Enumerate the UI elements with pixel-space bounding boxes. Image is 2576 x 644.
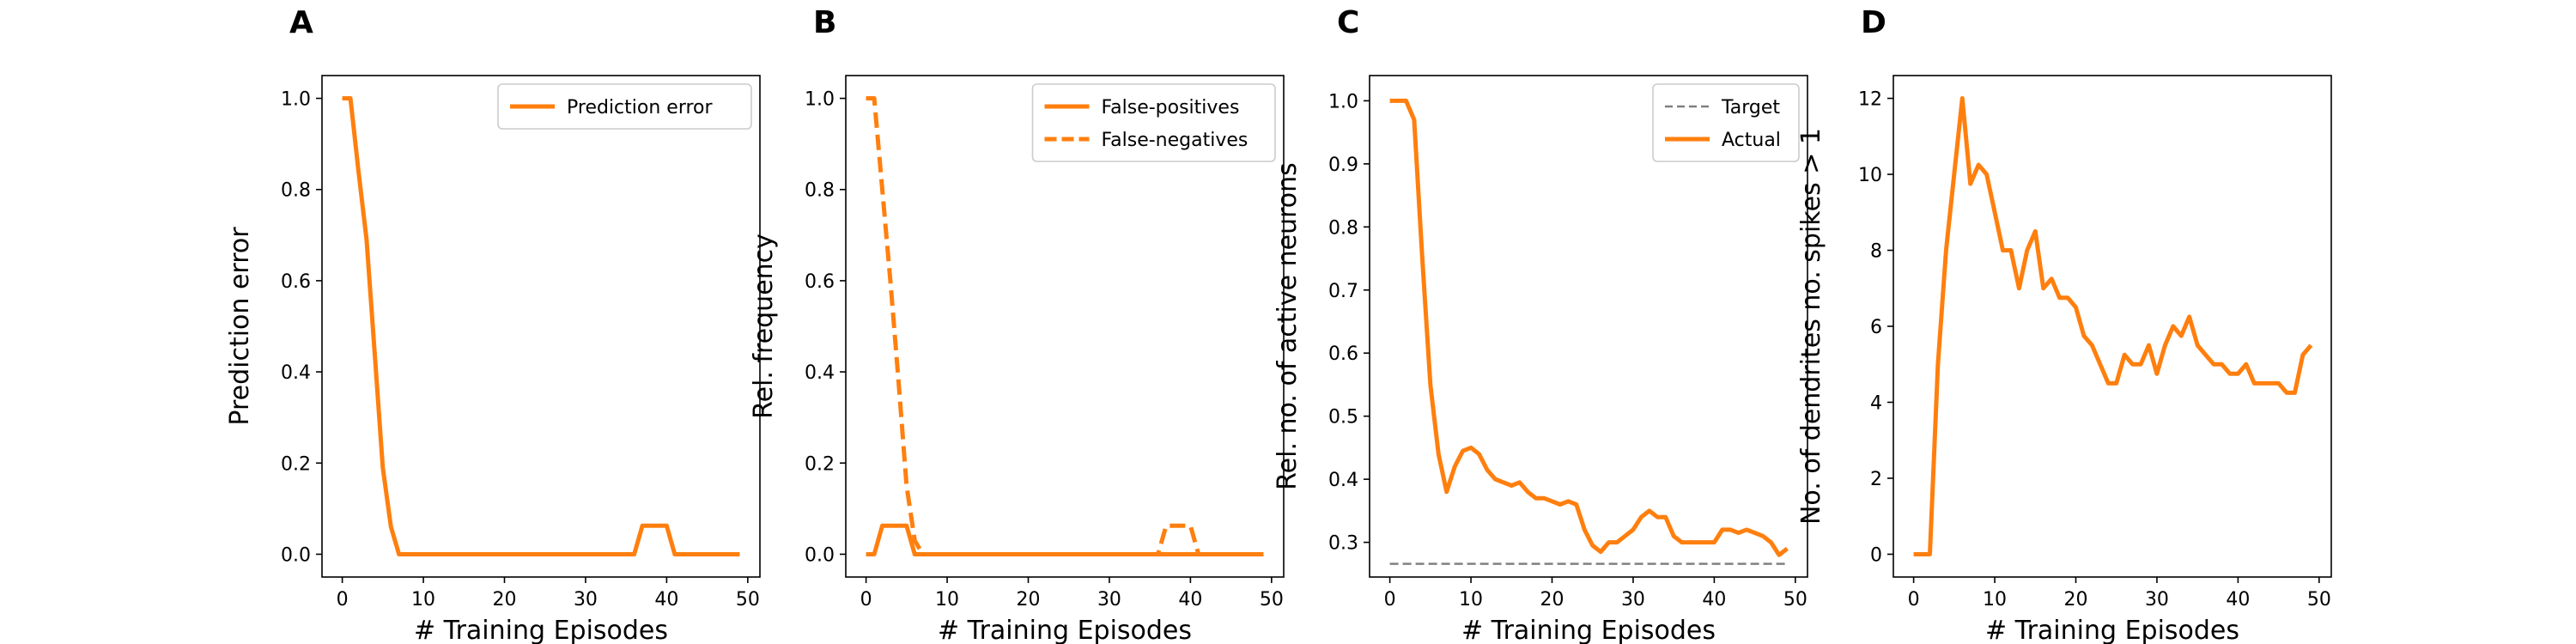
panel-c-ytick-label: 0.4 [1328, 470, 1358, 491]
panel-a-ytick-label: 0.2 [281, 453, 311, 475]
panel-b-xlabel: # Training Episodes [938, 616, 1192, 644]
panel-c-letter: C [1337, 5, 1359, 40]
panel-b-legend-label: False-positives [1102, 97, 1240, 118]
panel-c-ytick-label: 0.6 [1328, 343, 1358, 365]
panel-c-ytick-label: 0.9 [1328, 155, 1358, 176]
panel-c-xtick-label: 40 [1702, 589, 1726, 611]
panel-b-letter: B [813, 5, 836, 40]
panel-a-ytick-label: 0.0 [281, 544, 311, 566]
panel-b-ytick-label: 0.4 [805, 362, 835, 384]
panel-a-legend-box [497, 83, 752, 130]
panel-c-axes-frame [1369, 75, 1808, 578]
panel-b-ytick-label: 0.8 [805, 180, 835, 202]
panel-d-axes-frame [1893, 75, 2332, 578]
panel-c-xtick-label: 30 [1621, 589, 1645, 611]
panel-c-xtick-label: 10 [1459, 589, 1483, 611]
panel-c-legend-label: Actual [1722, 130, 1781, 151]
panel-c-xtick-label: 0 [1384, 589, 1396, 611]
panel-d-xtick-label: 50 [2307, 589, 2331, 611]
panel-c-ytick-label: 0.5 [1328, 407, 1358, 428]
panel-a-axes-frame [321, 75, 761, 578]
panel-d-xlabel: # Training Episodes [1985, 616, 2239, 644]
panel-b-ytick-label: 0.2 [805, 453, 835, 475]
panel-c-xtick-label: 20 [1540, 589, 1564, 611]
panel-a-xtick-label: 40 [654, 589, 678, 611]
panel-b-axes-frame [845, 75, 1285, 578]
panel-a-xtick-label: 50 [736, 589, 760, 611]
panel-b-xtick-label: 0 [860, 589, 872, 611]
panel-a-series-prediction-error-line [342, 96, 740, 556]
panel-a-ytick-label: 0.8 [281, 180, 311, 202]
panel-d-xtick-label: 30 [2145, 589, 2169, 611]
panel-b-xtick-label: 10 [935, 589, 959, 611]
panel-c-ytick-label: 0.3 [1328, 533, 1358, 555]
panel-c-ytick-label: 0.7 [1328, 281, 1358, 302]
panel-b-legend-label: False-negatives [1102, 130, 1249, 151]
panel-d-ytick-label: 6 [1870, 317, 1882, 338]
panel-a-xtick-label: 30 [574, 589, 598, 611]
panel-c-series-actual-line [1389, 98, 1789, 557]
panel-d-xtick-label: 20 [2064, 589, 2088, 611]
panel-d-letter: D [1861, 5, 1886, 40]
panel-a-letter: A [289, 5, 313, 40]
panel-d-xtick-label: 10 [1983, 589, 2007, 611]
panel-b-xtick-label: 40 [1178, 589, 1202, 611]
panel-d-xtick-label: 0 [1908, 589, 1920, 611]
panel-b-series-false-negatives-line [866, 96, 1264, 556]
panel-d-ytick-label: 10 [1858, 165, 1882, 186]
panel-d-ytick-label: 0 [1870, 544, 1882, 566]
panel-b-xtick-label: 50 [1260, 589, 1284, 611]
panel-d-ylabel: No. of dendrites no. spikes > 1 [1796, 128, 1826, 525]
panel-b-ytick-label: 0.0 [805, 544, 835, 566]
panel-a-legend-label: Prediction error [567, 97, 713, 118]
panel-d-ytick-label: 8 [1870, 241, 1882, 263]
panel-c-ytick-label: 1.0 [1328, 91, 1358, 112]
panel-b-ytick-label: 1.0 [805, 89, 835, 111]
panel-c-xlabel: # Training Episodes [1461, 616, 1716, 644]
panel-c-ylabel: Rel. no. of active neurons [1273, 162, 1303, 490]
panel-b-legend-box [1031, 83, 1276, 162]
panel-a-ytick-label: 0.6 [281, 271, 311, 293]
panel-a-ytick-label: 1.0 [281, 89, 311, 111]
panel-b-ytick-label: 0.6 [805, 271, 835, 293]
panel-d-xtick-label: 40 [2226, 589, 2250, 611]
panel-d-ytick-label: 12 [1858, 89, 1882, 111]
panel-a-xlabel: # Training Episodes [414, 616, 668, 644]
panel-a-xtick-label: 10 [411, 589, 435, 611]
panel-b-ylabel: Rel. frequency [749, 234, 779, 419]
panel-b-xtick-label: 20 [1017, 589, 1041, 611]
panel-b-xtick-label: 30 [1097, 589, 1121, 611]
panel-d-ytick-label: 4 [1870, 392, 1882, 414]
panel-d-series-line-line [1913, 96, 2313, 556]
panel-a-xtick-label: 20 [493, 589, 517, 611]
panel-a-ylabel: Prediction error [225, 227, 255, 426]
panel-a-xtick-label: 0 [337, 589, 349, 611]
panel-c-ytick-label: 0.8 [1328, 217, 1358, 239]
panel-a-ytick-label: 0.4 [281, 362, 311, 384]
panel-c-xtick-label: 50 [1783, 589, 1807, 611]
panel-c-legend-box [1652, 83, 1800, 162]
panel-c-legend-label: Target [1721, 97, 1780, 118]
panel-d-ytick-label: 2 [1870, 469, 1882, 490]
panel-b-series-false-positives-line [866, 523, 1264, 556]
